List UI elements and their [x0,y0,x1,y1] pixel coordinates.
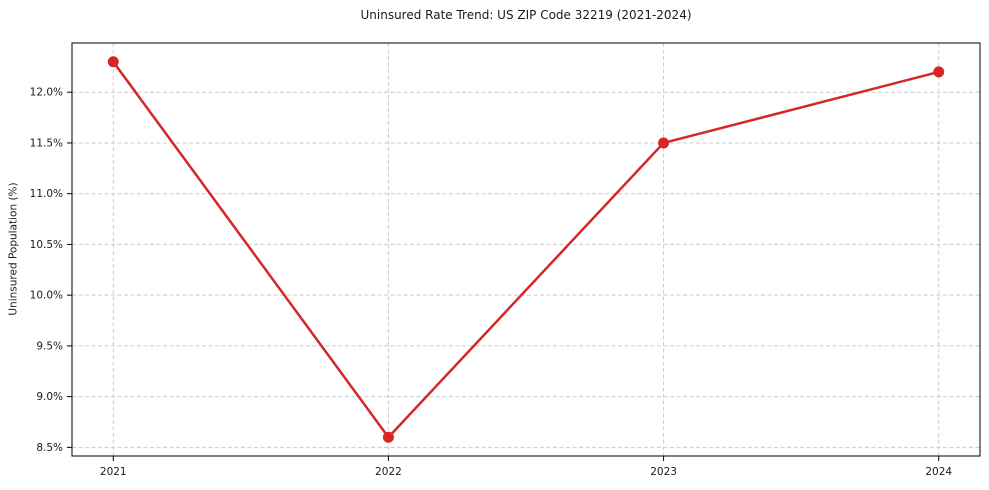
x-tick-label: 2023 [650,466,677,478]
data-point-marker [658,137,670,149]
y-tick-label: 9.0% [36,391,63,403]
data-point-marker [107,56,119,68]
plot-border [71,42,981,457]
x-tick-label: 2022 [375,466,402,478]
y-tick-label: 12.0% [30,87,63,99]
data-point-marker [382,431,394,443]
y-tick-label: 8.5% [36,442,63,454]
y-tick-label: 11.0% [30,188,63,200]
y-tick-label: 11.5% [30,137,63,149]
y-tick-label: 10.0% [30,290,63,302]
x-tick-label: 2024 [925,466,952,478]
y-tick-label: 9.5% [36,340,63,352]
trend-line [112,60,940,439]
y-tick-label: 10.5% [30,239,63,251]
chart-title: Uninsured Rate Trend: US ZIP Code 32219 … [360,8,692,22]
x-tick-label: 2021 [100,466,127,478]
data-point-marker [933,66,945,78]
